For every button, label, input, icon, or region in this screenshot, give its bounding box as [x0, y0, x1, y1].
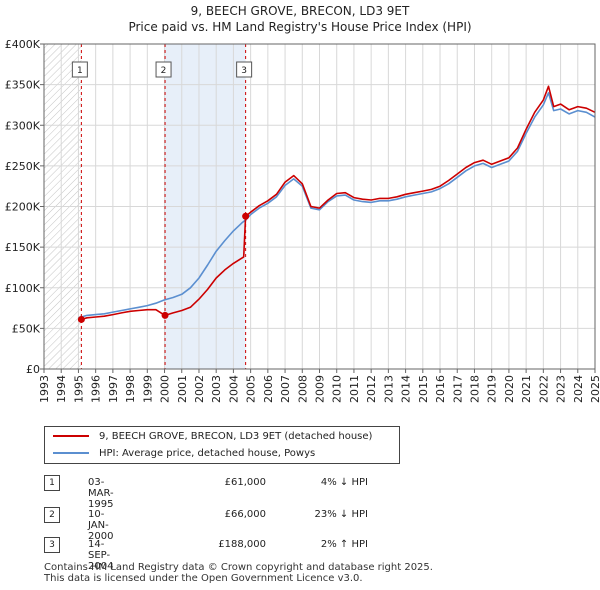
x-tick-label: 2005: [245, 375, 258, 403]
y-tick-label: £200K: [5, 201, 41, 214]
x-tick-label: 1993: [38, 375, 51, 403]
transaction-number: 1: [44, 475, 60, 491]
legend-swatch-property: [53, 435, 89, 437]
footer-copyright: Contains HM Land Registry data © Crown c…: [44, 562, 433, 573]
sale-1-label: 1: [77, 66, 83, 76]
x-tick-label: 2007: [279, 375, 292, 403]
hpi-line: [78, 92, 596, 319]
x-tick-label: 2017: [451, 375, 464, 403]
x-tick-label: 2022: [537, 375, 550, 403]
x-tick-label: 2008: [296, 375, 309, 403]
legend-item-hpi: HPI: Average price, detached house, Powy…: [53, 445, 315, 461]
transaction-hpi: 23% ↓ HPI: [314, 509, 368, 520]
x-tick-label: 2004: [227, 375, 240, 403]
transaction-price: £66,000: [224, 509, 266, 520]
sale-3-label: 3: [241, 66, 247, 76]
x-tick-label: 2021: [520, 375, 533, 403]
legend-label-property: 9, BEECH GROVE, BRECON, LD3 9ET (detache…: [99, 430, 373, 442]
transaction-number: 3: [44, 537, 60, 553]
x-tick-label: 2023: [555, 375, 568, 403]
x-tick-label: 2003: [210, 375, 223, 403]
x-tick-label: 2018: [468, 375, 481, 403]
x-tick-label: 2000: [159, 375, 172, 403]
transaction-hpi: 2% ↑ HPI: [320, 539, 368, 550]
transaction-price: £61,000: [224, 477, 266, 488]
x-tick-label: 2014: [400, 375, 413, 403]
x-tick-label: 2011: [348, 375, 361, 403]
sale-3-point: [242, 212, 250, 220]
legend-swatch-hpi: [53, 452, 89, 454]
sale-2-point: [161, 311, 169, 319]
x-tick-label: 2001: [176, 375, 189, 403]
x-tick-label: 1999: [141, 375, 154, 403]
price-chart: 1 2 3 £0 £50K £100K £150K £200K £250K £300K £350K…: [5, 38, 600, 403]
y-tick-label: £300K: [5, 119, 41, 132]
sale-1-point: [77, 315, 85, 323]
chart-legend: 9, BEECH GROVE, BRECON, LD3 9ET (detache…: [44, 426, 400, 464]
x-tick-label: 2009: [314, 375, 327, 403]
chart-title: 9, BEECH GROVE, BRECON, LD3 9ET: [190, 4, 410, 18]
x-tick-label: 1997: [107, 375, 120, 403]
footer-license: This data is licensed under the Open Gov…: [44, 573, 363, 584]
transaction-date: 14-SEP-2004: [88, 539, 114, 572]
x-tick-label: 2015: [417, 375, 430, 403]
y-tick-label: £400K: [5, 38, 41, 51]
sale-2-label: 2: [161, 66, 167, 76]
sale-3-box: [236, 61, 253, 78]
legend-label-hpi: HPI: Average price, detached house, Powy…: [99, 447, 316, 459]
sale-2-box: [155, 61, 172, 78]
x-tick-label: 1994: [55, 375, 68, 403]
x-tick-label: 2010: [331, 375, 344, 403]
transaction-hpi: 4% ↓ HPI: [320, 477, 368, 488]
transaction-date: 10-JAN-2000: [88, 509, 114, 542]
x-tick-label: 2016: [434, 375, 447, 403]
x-tick-label: 2024: [572, 375, 585, 403]
x-tick-label: 2020: [503, 375, 516, 403]
x-tick-label: 1998: [124, 375, 137, 403]
x-tick-label: 2002: [193, 375, 206, 403]
x-tick-label: 2019: [486, 375, 499, 403]
x-tick-label: 1995: [72, 375, 85, 403]
sale-1-box: [71, 61, 88, 78]
y-tick-label: £150K: [5, 241, 41, 254]
chart-subtitle: Price paid vs. HM Land Registry's House …: [128, 20, 472, 34]
x-tick-label: 2025: [589, 375, 600, 403]
transaction-date: 03-MAR-1995: [88, 477, 114, 510]
y-tick-label: £350K: [5, 79, 41, 92]
x-tick-label: 1996: [90, 375, 103, 403]
y-tick-label: £0: [26, 363, 40, 376]
transaction-price: £188,000: [218, 539, 266, 550]
transaction-number: 2: [44, 507, 60, 523]
y-tick-label: £250K: [5, 160, 41, 173]
x-tick-label: 2006: [262, 375, 275, 403]
y-tick-label: £100K: [5, 282, 41, 295]
x-tick-label: 2013: [382, 375, 395, 403]
x-tick-label: 2012: [365, 375, 378, 403]
y-tick-label: £50K: [12, 322, 41, 335]
legend-item-property: 9, BEECH GROVE, BRECON, LD3 9ET (detache…: [53, 428, 372, 444]
